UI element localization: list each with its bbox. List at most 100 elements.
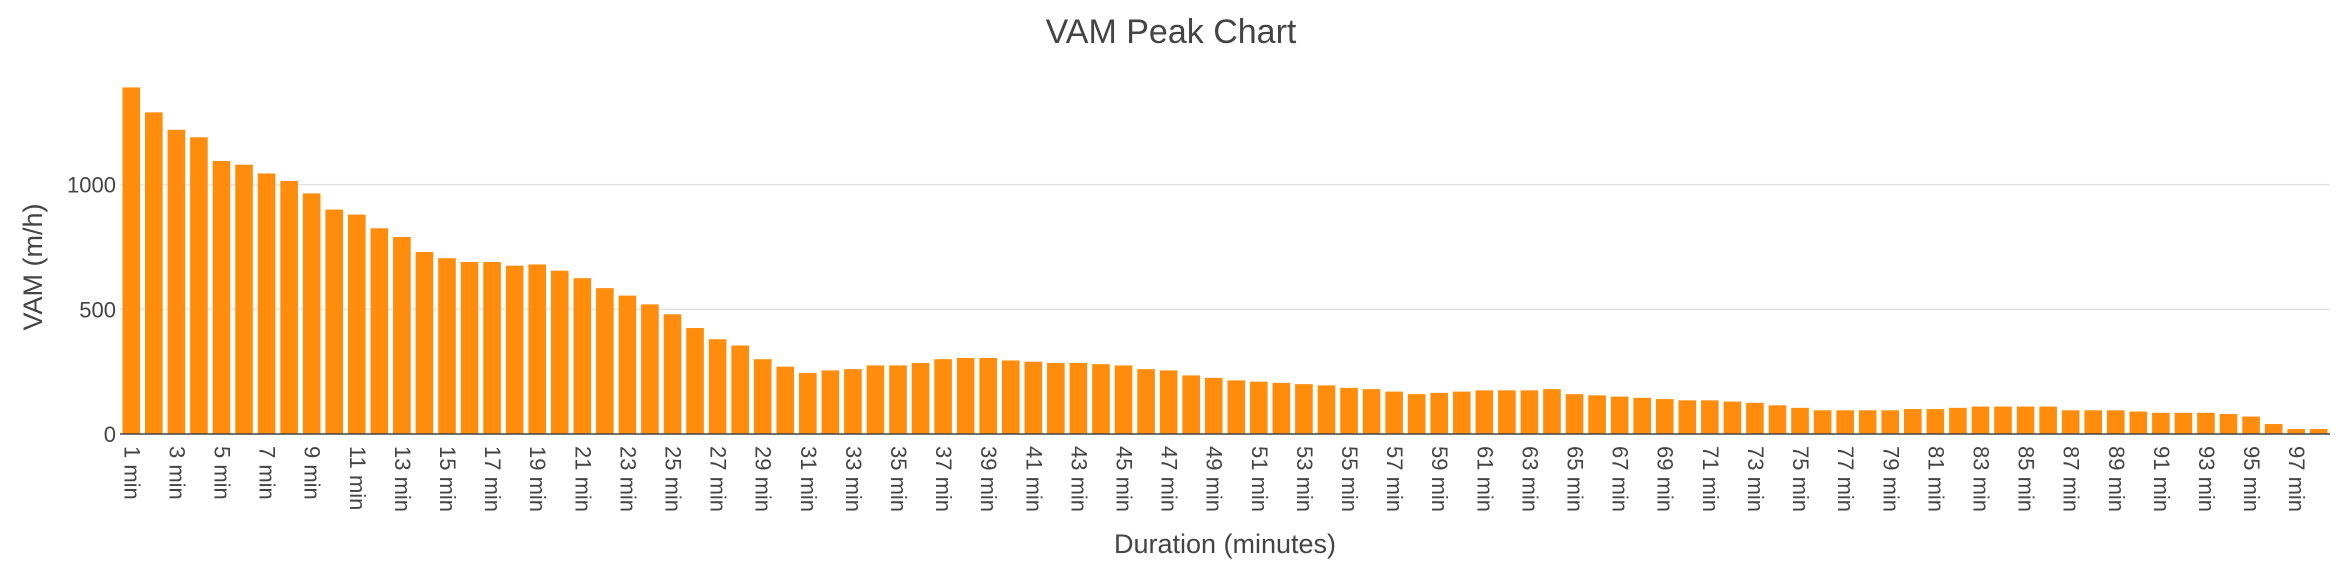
- bar: [1610, 396, 1629, 434]
- x-tick-label: 19 min: [525, 446, 550, 512]
- bar: [1904, 409, 1922, 434]
- bar: [1588, 395, 1606, 434]
- x-tick-label: 1 min: [119, 446, 144, 500]
- x-tick-label: 61 min: [1472, 446, 1497, 512]
- bar: [1430, 392, 1449, 434]
- x-tick-label: 43 min: [1066, 446, 1091, 512]
- bar: [934, 359, 952, 434]
- bar: [1926, 409, 1945, 434]
- x-tick-label: 47 min: [1157, 446, 1182, 512]
- y-tick-label: 500: [79, 297, 116, 322]
- bar: [1407, 394, 1426, 434]
- bar: [2152, 412, 2170, 434]
- chart-title: VAM Peak Chart: [1046, 13, 1297, 51]
- bar: [1047, 362, 1065, 434]
- x-tick-label: 67 min: [1608, 446, 1633, 512]
- bar: [460, 261, 479, 434]
- bar: [1295, 384, 1313, 434]
- bar: [212, 160, 231, 435]
- bar: [1362, 389, 1381, 434]
- x-tick-label: 31 min: [796, 446, 821, 512]
- bar: [1701, 400, 1719, 434]
- bar: [1137, 369, 1155, 434]
- y-axis-title: VAM (m/h): [18, 204, 48, 331]
- x-tick-label: 95 min: [2239, 446, 2264, 512]
- bar: [956, 357, 975, 434]
- bar: [235, 164, 253, 434]
- bar: [2084, 410, 2103, 434]
- x-tick-label: 11 min: [345, 446, 370, 510]
- x-tick-label: 59 min: [1427, 446, 1452, 512]
- bar: [1182, 375, 1200, 434]
- x-tick-label: 49 min: [1202, 446, 1227, 512]
- bar: [731, 345, 749, 434]
- x-tick-label: 9 min: [300, 446, 325, 500]
- bar: [1949, 407, 1967, 434]
- bar: [2106, 410, 2125, 434]
- bar: [2219, 414, 2238, 434]
- bar: [145, 112, 163, 435]
- bar: [1204, 377, 1223, 434]
- x-tick-label: 55 min: [1337, 446, 1362, 512]
- bar: [641, 304, 659, 434]
- x-tick-label: 71 min: [1698, 446, 1723, 512]
- x-tick-label: 33 min: [841, 446, 866, 512]
- x-tick-label: 69 min: [1653, 446, 1678, 512]
- bar: [1543, 389, 1561, 434]
- bar: [2242, 416, 2260, 434]
- bar: [280, 180, 298, 434]
- x-tick-label: 57 min: [1382, 446, 1407, 512]
- x-tick-label: 45 min: [1112, 446, 1137, 512]
- y-tick-label: 1000: [67, 173, 116, 198]
- y-axis-tick-labels: 0 500 1000: [67, 173, 116, 447]
- x-axis-tick-labels: 1 min 3 min 5 min 7 min 9 min 11 min 13 min 15 …: [119, 446, 2309, 512]
- bar: [438, 258, 456, 434]
- bar: [866, 365, 885, 434]
- bar: [1114, 365, 1133, 434]
- x-tick-label: 7 min: [255, 446, 280, 500]
- x-tick-label: 27 min: [706, 446, 731, 512]
- bar: [1768, 405, 1787, 434]
- bar: [257, 173, 276, 434]
- bar: [1723, 401, 1742, 434]
- bar: [1340, 387, 1358, 434]
- bar: [1858, 410, 1877, 434]
- bar: [979, 357, 998, 434]
- bar: [1385, 391, 1403, 434]
- x-tick-label: 53 min: [1292, 446, 1317, 512]
- bar: [528, 264, 546, 434]
- bar: [370, 228, 389, 434]
- x-tick-label: 23 min: [615, 446, 640, 512]
- bar: [776, 366, 795, 434]
- bar: [1813, 410, 1832, 434]
- bar: [663, 314, 682, 434]
- bar: [708, 339, 727, 434]
- bar: [1092, 364, 1110, 434]
- x-tick-label: 29 min: [751, 446, 776, 512]
- bar: [821, 370, 840, 434]
- x-tick-label: 25 min: [661, 446, 686, 512]
- bar: [2287, 429, 2305, 434]
- bar: [1069, 362, 1088, 434]
- bar: [799, 372, 817, 434]
- x-tick-label: 17 min: [480, 446, 505, 512]
- bar: [1452, 391, 1471, 434]
- bar: [618, 295, 637, 434]
- bar: [1655, 399, 1674, 434]
- bar: [550, 270, 569, 434]
- x-axis-title: Duration (minutes): [1114, 529, 1336, 559]
- bar: [393, 237, 411, 434]
- bar: [347, 214, 366, 434]
- x-tick-label: 13 min: [390, 446, 415, 512]
- x-tick-label: 83 min: [1968, 446, 1993, 512]
- bar: [1498, 390, 1516, 434]
- bar: [1227, 380, 1246, 434]
- bar: [2039, 406, 2057, 434]
- bar: [1565, 394, 1584, 434]
- bar: [325, 209, 344, 434]
- x-tick-label: 77 min: [1833, 446, 1858, 512]
- y-tick-label: 0: [104, 422, 116, 447]
- x-tick-label: 75 min: [1788, 446, 1813, 512]
- x-tick-label: 87 min: [2059, 446, 2084, 512]
- bar: [302, 193, 321, 434]
